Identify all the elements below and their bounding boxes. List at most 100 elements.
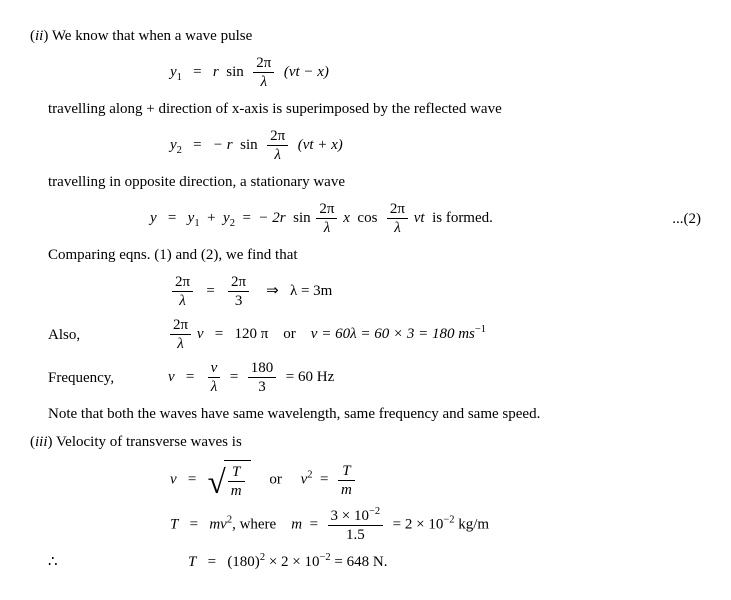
travel1-text: travelling along + direction of x-axis i… xyxy=(48,101,502,117)
den7: λ xyxy=(170,335,191,353)
num12: 3 × 10 xyxy=(331,508,369,524)
nu1: ν xyxy=(168,369,175,385)
travel2-text: travelling in opposite direction, a stat… xyxy=(48,174,345,190)
vtpx: (vt + x) xyxy=(298,137,343,153)
y2-sub: 2 xyxy=(177,145,182,156)
neg2r: − 2r xyxy=(258,210,285,226)
eq4: = xyxy=(242,210,250,226)
meq: m xyxy=(291,516,302,532)
intro2-text: We know that when a wave pulse xyxy=(52,28,252,44)
120pi: 120 π xyxy=(234,326,268,342)
num11: T xyxy=(338,462,355,481)
note-line: Note that both the waves have same wavel… xyxy=(30,402,701,426)
den4: λ xyxy=(387,219,408,237)
eq6: = xyxy=(215,326,223,342)
den3: λ xyxy=(316,219,337,237)
den6: 3 xyxy=(228,292,249,310)
num12s: −2 xyxy=(369,506,380,517)
therefore: ∴ xyxy=(30,550,168,574)
v2a: v xyxy=(170,471,177,487)
sq1: 2 xyxy=(307,469,312,480)
v1: v xyxy=(197,326,204,342)
part-ii-intro: ((ii)ii) We know that when a wave pulse xyxy=(30,24,701,48)
eq7: = xyxy=(186,369,194,385)
cos1: cos xyxy=(357,210,377,226)
y-var: y xyxy=(150,210,157,226)
eq10: = xyxy=(320,471,328,487)
y1-sub: 1 xyxy=(177,72,182,83)
num6: 2π xyxy=(228,273,249,292)
eq-velocity: v = √ T m or v2 = T m xyxy=(30,460,701,500)
sin1: sin xyxy=(226,64,244,80)
plus1: + xyxy=(207,210,215,226)
eq9: = xyxy=(188,471,196,487)
frac3: 2π λ xyxy=(316,200,337,237)
freq-label: Frequency, xyxy=(30,366,168,390)
mv2a: mv xyxy=(209,516,227,532)
mress: −2 xyxy=(443,514,454,525)
frac12: 3 × 10−2 1.5 xyxy=(328,506,384,544)
vt1: vt xyxy=(414,210,425,226)
part3-text: Velocity of transverse waves is xyxy=(56,434,242,450)
trs: −2 xyxy=(319,552,330,563)
eq-T-final: ∴ T = (180)2 × 2 × 10−2 = 648 N. xyxy=(30,550,701,574)
also-label: Also, xyxy=(30,323,168,347)
eq-y2: y2 = − r sin 2π λ (vt + x) xyxy=(30,127,701,164)
num7: 2π xyxy=(170,316,191,335)
vtmx: (vt − x) xyxy=(284,64,329,80)
y2c: y xyxy=(223,210,230,226)
compare-line: Comparing eqns. (1) and (2), we find tha… xyxy=(30,243,701,267)
num9: 180 xyxy=(248,359,277,378)
sin2: sin xyxy=(240,137,258,153)
eq2: = xyxy=(193,137,201,153)
isformed: is formed. xyxy=(432,210,493,226)
or2: or xyxy=(269,471,282,487)
y1-var: y xyxy=(170,64,177,80)
y2-var: y xyxy=(170,137,177,153)
den9: 3 xyxy=(248,378,277,396)
y2cs: 2 xyxy=(230,218,235,229)
eq12: = xyxy=(310,516,318,532)
num1: 2π xyxy=(253,54,274,73)
neg1a: −1 xyxy=(475,324,486,335)
or1: or xyxy=(283,326,296,342)
num5: 2π xyxy=(172,273,193,292)
part-iii-intro: (iii) Velocity of transverse waves is xyxy=(30,430,701,454)
v60l: v = 60λ = 60 × 3 = 180 ms xyxy=(311,326,475,342)
eq-T-mv2: T = mv2, where m = 3 × 10−2 1.5 = 2 × 10… xyxy=(30,506,701,544)
eq8: = xyxy=(230,369,238,385)
eqnum2: ...(2) xyxy=(651,207,701,231)
y1cs: 1 xyxy=(194,218,199,229)
kgm: kg/m xyxy=(458,516,489,532)
frac7: 2π λ xyxy=(170,316,191,353)
x1: x xyxy=(343,210,350,226)
travel2: travelling in opposite direction, a stat… xyxy=(30,170,701,194)
den12: 1.5 xyxy=(328,526,384,544)
frac11: T m xyxy=(338,462,355,499)
eq-frequency: Frequency, ν = v λ = 180 3 = 60 Hz xyxy=(30,359,701,396)
eq1: = xyxy=(193,64,201,80)
frac-2pi-lambda-2: 2π λ xyxy=(267,127,288,164)
60hz: = 60 Hz xyxy=(286,369,334,385)
den8: λ xyxy=(208,378,221,396)
num8: v xyxy=(208,359,221,378)
compare-text: Comparing eqns. (1) and (2), we find tha… xyxy=(48,247,298,263)
frac9: 180 3 xyxy=(248,359,277,396)
num10: T xyxy=(228,463,245,482)
sin3: sin xyxy=(293,210,311,226)
den5: λ xyxy=(172,292,193,310)
eq3: = xyxy=(168,210,176,226)
eq-lambda-solve: 2π λ = 2π 3 ⇒ λ = 3m xyxy=(30,273,701,310)
eq-y1: y1 = r sin 2π λ (vt − x) xyxy=(30,54,701,91)
eq-y-combined: y = y1 + y2 = − 2r sin 2π λ x cos 2π λ v… xyxy=(30,200,701,237)
eq5: = xyxy=(206,283,214,299)
implies1: ⇒ xyxy=(266,283,279,299)
eq-also: Also, 2π λ v = 120 π or v = 60λ = 60 × 3… xyxy=(30,316,701,353)
frac10: T m xyxy=(228,463,245,500)
frac8: v λ xyxy=(208,359,221,396)
frac6: 2π 3 xyxy=(228,273,249,310)
den11: m xyxy=(338,481,355,499)
num3: 2π xyxy=(316,200,337,219)
num4: 2π xyxy=(387,200,408,219)
frac4: 2π λ xyxy=(387,200,408,237)
